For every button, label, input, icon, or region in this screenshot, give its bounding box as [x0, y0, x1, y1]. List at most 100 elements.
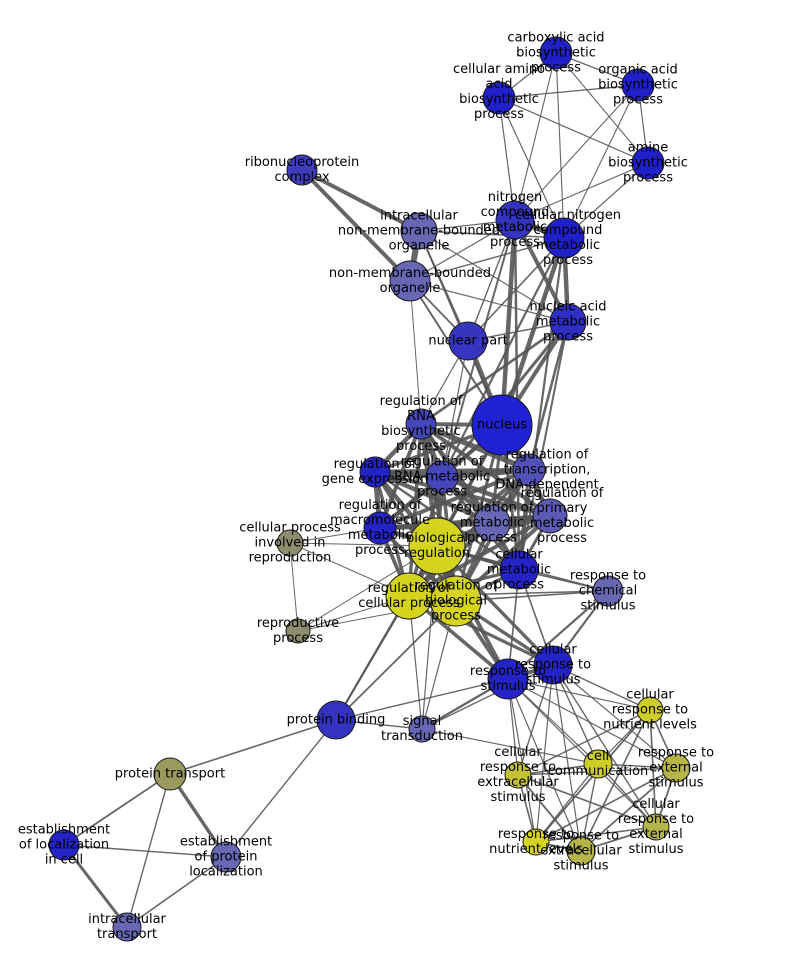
graph-edge — [507, 678, 657, 828]
graph-edge — [507, 678, 651, 711]
graph-node-establishment_of_protein_localization[interactable] — [210, 841, 242, 873]
graph-edge — [419, 421, 531, 473]
graph-edge — [421, 728, 599, 765]
graph-edge — [498, 84, 639, 99]
graph-edge — [499, 237, 567, 426]
graph-edge — [441, 340, 469, 478]
graph-edge — [63, 844, 227, 858]
graph-edge — [514, 52, 557, 221]
graph-node-regulation_of_macromolecule_metabolic_process[interactable] — [363, 511, 397, 545]
graph-node-nucleic_acid_metabolic_process[interactable] — [549, 303, 587, 341]
graph-node-non_membrane_bounded_organelle[interactable] — [389, 260, 431, 302]
graph-edge — [289, 542, 299, 632]
graph-node-response_to_external_stimulus[interactable] — [661, 753, 691, 783]
graph-edge — [418, 230, 569, 323]
node-layer — [48, 36, 691, 942]
graph-edge — [374, 469, 493, 526]
graph-edge — [335, 600, 457, 721]
graph-node-signal_transduction[interactable] — [408, 715, 436, 743]
graph-edge — [63, 773, 171, 846]
graph-node-biological_regulation[interactable] — [408, 517, 466, 575]
graph-node-cellular_response_to_extracellular_stimulus[interactable] — [504, 761, 532, 789]
graph-edge — [498, 97, 649, 164]
graph-node-regulation_of_rna_metabolic_process[interactable] — [425, 460, 459, 494]
graph-edge — [517, 237, 566, 571]
graph-edge — [580, 767, 677, 852]
graph-node-cellular_response_to_nutrient_levels[interactable] — [636, 696, 664, 724]
graph-edge — [301, 168, 420, 233]
graph-node-reproductive_process[interactable] — [285, 618, 311, 644]
graph-node-response_to_nutrient_levels[interactable] — [522, 828, 550, 856]
graph-edge — [507, 590, 609, 680]
graph-edge — [62, 844, 129, 928]
graph-node-nucleus[interactable] — [471, 394, 533, 456]
graph-node-ribonucleoprotein_complex[interactable] — [286, 154, 318, 186]
graph-edge — [407, 423, 423, 597]
graph-edge — [408, 514, 551, 598]
graph-node-protein_binding[interactable] — [316, 700, 356, 740]
graph-node-cellular_process_involved_in_reproduction[interactable] — [276, 529, 304, 557]
graph-edge — [514, 84, 639, 221]
graph-edge — [409, 237, 565, 282]
graph-edge — [420, 320, 569, 426]
graph-node-amine_biosynthetic_process[interactable] — [631, 146, 665, 180]
graph-edge — [467, 237, 565, 342]
graph-edge — [409, 280, 422, 425]
graph-node-intracellular_transport[interactable] — [112, 912, 142, 942]
graph-node-regulation_of_transcription_dna_dependent[interactable] — [512, 453, 546, 487]
edge-layer — [62, 52, 677, 928]
graph-edge — [168, 773, 228, 858]
graph-edge — [498, 97, 565, 239]
graph-node-regulation_of_biological_process[interactable] — [430, 575, 482, 627]
graph-edge — [555, 52, 649, 164]
graph-edge — [421, 664, 554, 730]
graph-edge — [507, 678, 582, 852]
graph-edge — [507, 678, 677, 769]
graph-edge — [441, 237, 565, 478]
graph-edge — [517, 774, 657, 828]
graph-edge — [467, 219, 516, 342]
graph-edge — [535, 767, 677, 843]
graph-edge — [580, 709, 651, 852]
graph-edge — [169, 719, 337, 775]
graph-node-intracellular_non_membrane_bounded_organelle[interactable] — [400, 212, 438, 250]
graph-node-nitrogen_compound_metabolic_process[interactable] — [495, 200, 535, 240]
graph-edge — [225, 719, 337, 858]
graph-edge — [126, 773, 171, 928]
graph-edge — [563, 84, 639, 239]
graph-node-regulation_of_cellular_process[interactable] — [385, 572, 433, 620]
graph-edge — [335, 678, 509, 721]
graph-node-carboxylic_acid_biosynthetic_process[interactable] — [539, 36, 573, 70]
graph-node-cellular_nitrogen_compound_metabolic_process[interactable] — [543, 217, 585, 259]
graph-node-cell_communication[interactable] — [583, 749, 613, 779]
graph-edge — [335, 595, 410, 721]
graph-node-cellular_response_to_stimulus[interactable] — [533, 645, 573, 685]
graph-edge — [498, 97, 516, 221]
graph-edge — [535, 763, 599, 843]
graph-node-regulation_of_rna_biosynthetic_process[interactable] — [405, 408, 437, 440]
graph-node-cellular_amino_acid_biosynthetic_process[interactable] — [482, 81, 516, 115]
graph-node-response_to_chemical_stimulus[interactable] — [592, 575, 624, 607]
graph-node-protein_transport[interactable] — [153, 757, 187, 791]
graph-edge — [126, 856, 227, 928]
graph-edge — [499, 219, 518, 426]
graph-edge — [555, 52, 565, 239]
graph-edge — [517, 709, 651, 776]
graph-node-organic_acid_biosynthetic_process[interactable] — [621, 68, 655, 102]
graph-edge — [514, 162, 649, 221]
graph-node-response_to_extracellular_stimulus[interactable] — [566, 836, 596, 866]
graph-edge — [300, 168, 412, 283]
graph-edge — [527, 321, 570, 471]
graph-node-regulation_of_primary_metabolic_process[interactable] — [532, 498, 568, 534]
graph-node-response_to_stimulus[interactable] — [487, 658, 529, 700]
graph-edge — [552, 664, 677, 769]
graph-node-cellular_response_to_external_stimulus[interactable] — [642, 813, 670, 841]
graph-node-regulation_of_gene_expression[interactable] — [359, 456, 391, 488]
graph-node-regulation_of_metabolic_process[interactable] — [473, 504, 511, 542]
graph-edge — [418, 230, 565, 239]
graph-node-cellular_metabolic_process[interactable] — [499, 550, 539, 590]
graph-node-establishment_of_localization_in_cell[interactable] — [48, 829, 80, 861]
graph-node-nuclear_part[interactable] — [448, 321, 488, 361]
